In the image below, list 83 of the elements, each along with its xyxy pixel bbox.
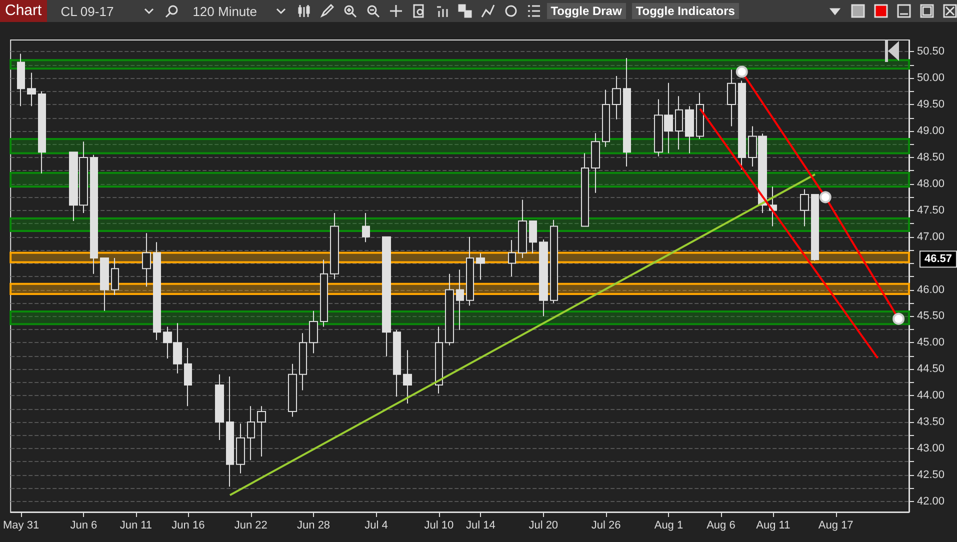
candlestick — [685, 106, 694, 154]
candlestick — [38, 90, 46, 174]
candlestick — [142, 232, 151, 288]
x-tick-label: Aug 17 — [818, 520, 854, 532]
candlestick — [591, 132, 600, 194]
candlestick — [111, 258, 119, 296]
x-tick-label: Jul 14 — [466, 520, 496, 532]
x-tick-label: Jun 28 — [297, 520, 330, 532]
y-tick-label: 43.00 — [917, 442, 945, 454]
candlestick — [550, 219, 558, 304]
y-tick-label: 48.50 — [917, 151, 945, 164]
candlestick — [236, 423, 245, 474]
y-tick-label: 48.00 — [917, 178, 945, 190]
candlestick — [153, 242, 161, 341]
x-tick-label: Jun 11 — [120, 520, 152, 532]
candlestick — [696, 92, 704, 140]
candlestick — [100, 258, 109, 312]
candlestick — [403, 350, 412, 404]
y-tick-label: 44.00 — [917, 390, 945, 402]
y-tick-label: 42.00 — [917, 495, 945, 508]
candlestick — [445, 273, 454, 346]
candlestick — [257, 406, 266, 457]
candlestick — [675, 96, 683, 150]
x-tick-label: Jul 10 — [424, 520, 454, 532]
candlestick — [309, 310, 318, 354]
y-tick-label: 43.50 — [917, 416, 945, 428]
candlestick — [623, 57, 631, 167]
y-tick-label: 47.00 — [917, 230, 945, 243]
text: Toggle Draw — [546, 3, 626, 19]
y-tick-label: 49.50 — [917, 98, 945, 111]
text: 46.57 — [924, 253, 952, 266]
candlestick — [456, 269, 464, 330]
candlestick — [393, 329, 401, 398]
x-tick-label: Aug 1 — [654, 520, 684, 532]
x-tick-label: Aug 11 — [756, 520, 790, 532]
candlestick — [330, 212, 339, 280]
candlestick — [215, 374, 224, 441]
candlestick — [518, 199, 527, 259]
text: Toggle Indicators — [632, 3, 739, 19]
candlestick — [320, 259, 328, 328]
x-tick-label: Jun 6 — [70, 520, 98, 532]
x-tick-label: Jul 26 — [591, 520, 621, 532]
y-tick-label: 42.50 — [917, 468, 945, 481]
y-tick-label: 50.50 — [917, 46, 945, 58]
candlestick — [299, 332, 307, 391]
candlestick — [476, 252, 485, 280]
chart-title: CL 09-17 — [60, 4, 114, 18]
candlestick — [90, 154, 98, 274]
candlestick — [800, 188, 809, 227]
y-tick-label: 46.00 — [917, 284, 945, 296]
chart-subtitle: 120 Minute — [192, 4, 258, 18]
candlestick — [811, 194, 819, 262]
x-tick-label: Jun 16 — [172, 520, 205, 532]
candlestick — [602, 89, 610, 148]
y-tick-label: 45.00 — [917, 336, 945, 349]
x-tick-label: Jul 20 — [528, 520, 558, 532]
candlestick — [362, 212, 370, 243]
x-tick-label: Jun 22 — [234, 520, 268, 532]
candlestick — [738, 80, 746, 170]
candlestick — [529, 220, 537, 254]
text: Chart — [0, 0, 47, 22]
y-tick-label: 47.50 — [917, 204, 945, 216]
y-tick-label: 44.50 — [917, 363, 945, 376]
candlestick — [727, 69, 736, 127]
x-tick-label: Jul 4 — [364, 520, 388, 532]
candlestick — [382, 236, 391, 357]
y-tick-label: 45.50 — [917, 310, 945, 322]
y-tick-label: 49.00 — [917, 125, 945, 138]
candlestick — [508, 240, 516, 278]
x-tick-label: May 31 — [2, 520, 40, 532]
candlestick — [288, 363, 297, 418]
candlestick — [435, 326, 443, 394]
candlestick — [226, 376, 234, 488]
candlestick — [17, 53, 25, 107]
candlestick — [247, 406, 255, 461]
x-tick-label: Aug 6 — [706, 520, 736, 532]
candlestick — [612, 75, 621, 120]
candlestick — [581, 152, 589, 227]
candlestick — [539, 238, 548, 317]
y-tick-label: 50.00 — [917, 72, 945, 84]
candlestick — [466, 236, 474, 306]
candlestick — [184, 347, 192, 407]
candlestick — [27, 72, 36, 107]
